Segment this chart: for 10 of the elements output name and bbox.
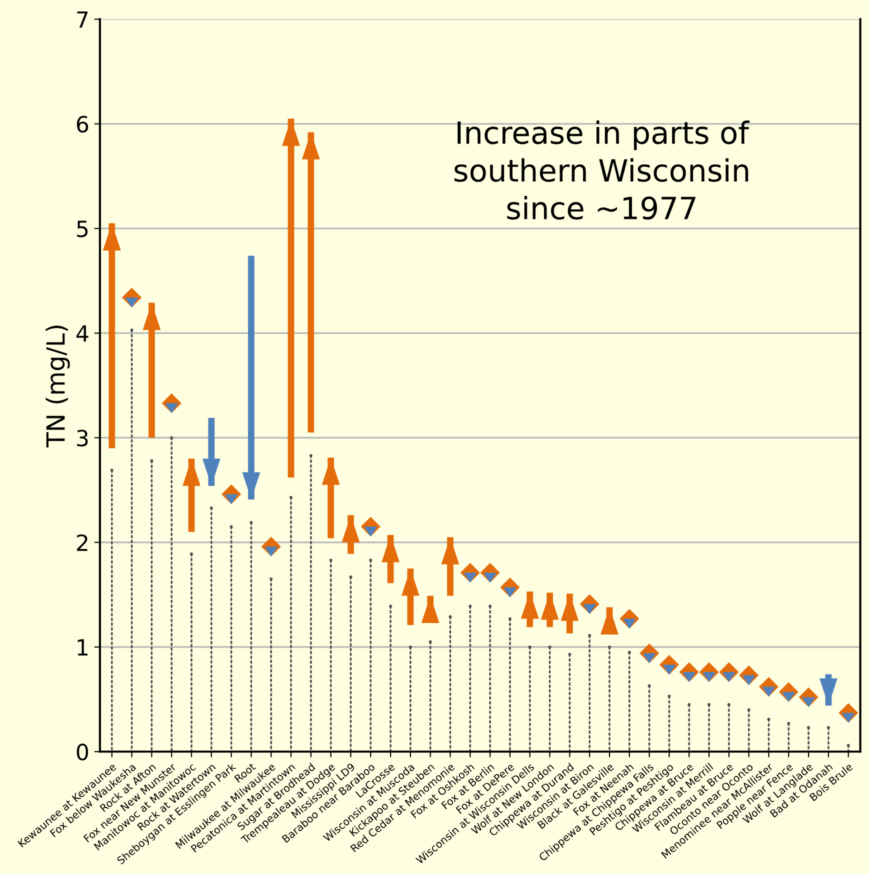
y-tick-label: 0 <box>76 744 88 760</box>
y-tick-label: 4 <box>76 325 88 342</box>
annotation: Increase in parts of southern Wisconsin since ~1977 <box>454 120 750 220</box>
y-tick-label: 5 <box>77 220 88 238</box>
y-axis-title: TN (mg/L) <box>46 326 70 448</box>
y-tick-label: 2 <box>77 534 88 551</box>
y-tick-label: 6 <box>76 116 88 133</box>
y-tick-label: 7 <box>77 11 88 28</box>
y-tick-label: 1 <box>78 639 88 656</box>
y-tick-label: 3 <box>77 430 88 447</box>
